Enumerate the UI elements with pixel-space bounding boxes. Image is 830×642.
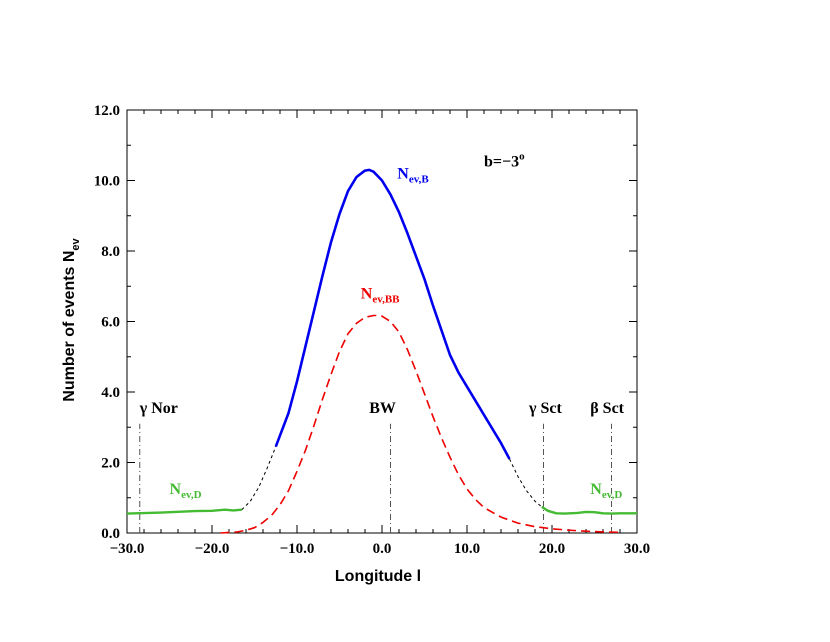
series-line-right: [541, 505, 637, 515]
annotation: Nev,B: [397, 166, 429, 186]
annotation: Nev,D: [590, 481, 622, 501]
x-tick-label: −20.0: [195, 541, 230, 557]
annotation: β Sct: [590, 400, 624, 417]
y-tick-label: 4.0: [101, 385, 120, 401]
annotation: BW: [369, 400, 396, 417]
y-tick-label: 6.0: [101, 315, 120, 331]
reference-lines: [139, 423, 612, 533]
y-axis-label-main: Number of events N: [61, 251, 78, 402]
annotation-sup: o: [519, 150, 525, 162]
series-line-ev-B: [274, 168, 511, 460]
annotation-main: N: [170, 481, 182, 498]
x-tick-label: 30.0: [624, 541, 650, 557]
annotation-main: γ Sct: [528, 400, 562, 417]
annotation-main: N: [397, 166, 409, 183]
plot-border: [126, 109, 638, 534]
annotation-main: b=−3: [484, 153, 519, 170]
plot-frame: [126, 109, 638, 534]
annotation-main: γ Nor: [139, 400, 178, 417]
y-axis-label-sub: ev: [70, 237, 82, 250]
series-line-connector-left: [241, 446, 277, 511]
x-tick-label: −30.0: [110, 541, 145, 557]
annotation: γ Sct: [528, 400, 562, 417]
y-tick-label: 12.0: [94, 103, 120, 119]
series-lines: [126, 168, 637, 534]
annotation: Nev,D: [170, 481, 202, 501]
y-tick-label: 10.0: [94, 174, 120, 190]
annotation-main: N: [361, 286, 373, 303]
annotation-sub: ev,D: [602, 489, 623, 501]
y-tick-label: 0.0: [101, 526, 120, 542]
series-line-connector-right: [509, 458, 543, 508]
series-line-ev-BB: [220, 314, 621, 534]
y-tick-label: 2.0: [101, 456, 120, 472]
annotation: Nev,BB: [361, 286, 400, 306]
annotation-main: N: [590, 481, 602, 498]
x-axis-label: Longitude l: [335, 568, 421, 585]
y-tick-label: 8.0: [101, 244, 120, 260]
annotation-sub: ev,BB: [372, 294, 400, 306]
annotation-sub: ev,B: [409, 174, 430, 186]
y-axis-label: Number of events Nev: [61, 237, 82, 401]
x-tick-label: −10.0: [280, 541, 315, 557]
annotation: b=−3o: [484, 150, 525, 170]
series-line-left: [126, 508, 242, 515]
x-tick-label: 20.0: [539, 541, 565, 557]
annotation-sub: ev,D: [181, 489, 202, 501]
x-tick-label: 10.0: [454, 541, 480, 557]
x-tick-label: 0.0: [373, 541, 392, 557]
annotation: γ Nor: [139, 400, 178, 417]
annotation-main: BW: [369, 400, 396, 417]
axis-ticks: −30.0 −20.0 −10.0 0.0 10.0 20.0 30.0 0.0 2.0 4.0 6…: [94, 103, 650, 557]
annotation-main: β Sct: [590, 400, 624, 417]
